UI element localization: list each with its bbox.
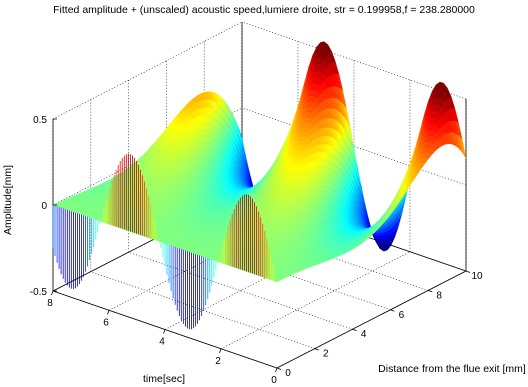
x-tick-label: 2 bbox=[323, 349, 329, 360]
floor-grid-x bbox=[90, 271, 315, 349]
y-tick-label: 6 bbox=[103, 317, 109, 328]
y-tick-mark bbox=[219, 348, 222, 353]
x-tick-mark bbox=[465, 270, 471, 273]
x-axis-label: Distance from the flue exit [mm] bbox=[378, 363, 526, 375]
x-tick-mark bbox=[352, 328, 357, 332]
y-tick-mark bbox=[51, 290, 54, 296]
x-tick-label: 6 bbox=[399, 310, 405, 321]
y-tick-label: 8 bbox=[47, 298, 53, 309]
y-tick-mark bbox=[275, 367, 278, 373]
y-tick-label: 2 bbox=[215, 356, 221, 367]
floor-grid-x bbox=[128, 251, 353, 330]
acoustic-speed-stems bbox=[52, 153, 276, 330]
floor-grid-y bbox=[220, 251, 411, 350]
z-axis-label: Amplitude[mm] bbox=[2, 165, 14, 235]
x-tick-mark bbox=[276, 367, 282, 370]
x-tick-label: 8 bbox=[436, 290, 442, 301]
y-tick-mark bbox=[163, 329, 166, 334]
x-tick-mark bbox=[314, 348, 319, 351]
x-tick-label: 0 bbox=[285, 368, 291, 379]
floor-grid-x bbox=[166, 232, 391, 311]
chart-title: Fitted amplitude + (unscaled) acoustic s… bbox=[53, 4, 475, 16]
y-axis-label: time[sec] bbox=[143, 373, 185, 385]
x-tick-label: 4 bbox=[361, 329, 367, 340]
y-tick-label: 4 bbox=[159, 337, 165, 348]
x-tick-mark bbox=[428, 290, 433, 293]
y-tick-label: 0 bbox=[271, 375, 277, 386]
z-tick-label: 0.5 bbox=[33, 115, 47, 126]
x-tick-mark bbox=[390, 309, 395, 312]
axis-box-edge bbox=[276, 270, 467, 369]
y-tick-mark bbox=[107, 310, 110, 315]
side-wall-grid-z bbox=[241, 21, 467, 100]
z-tick-label: 0 bbox=[41, 201, 47, 212]
back-wall-grid-z bbox=[52, 21, 243, 120]
side-wall-grid-z bbox=[241, 107, 467, 186]
z-tick-label: -0.5 bbox=[30, 287, 48, 298]
x-tick-label: 10 bbox=[471, 271, 483, 282]
surface-mesh bbox=[52, 41, 467, 283]
floor-grid-x bbox=[204, 213, 429, 291]
